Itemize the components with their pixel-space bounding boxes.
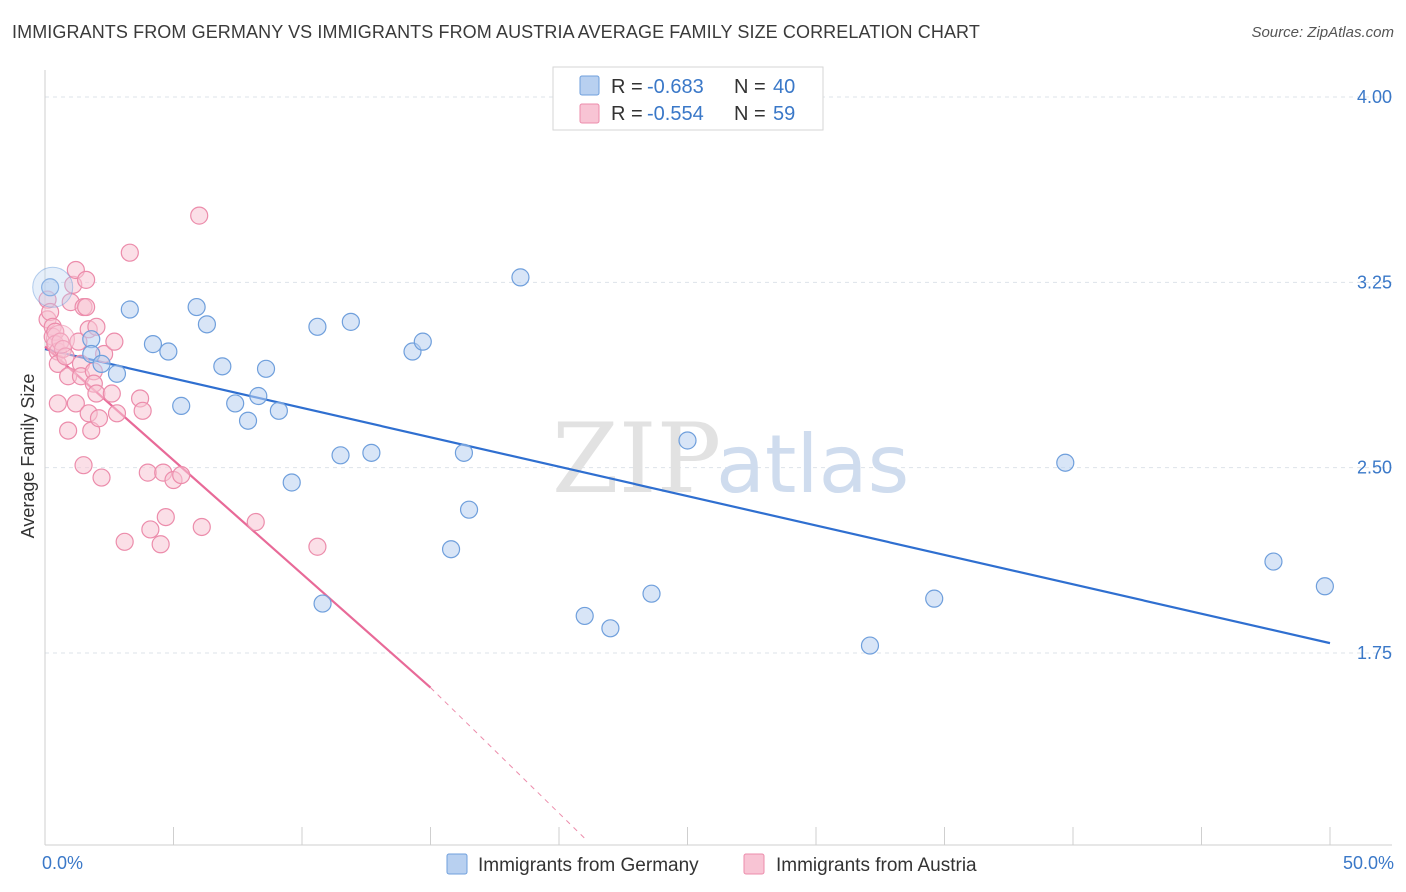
germany-point [441,540,461,559]
y-tick-label: 1.75 [1357,643,1392,663]
austria-point [66,394,85,413]
austria-point [105,332,124,351]
germany-point [226,394,245,413]
austria-point [172,465,191,485]
austria-point [77,270,96,289]
germany-point [213,357,232,376]
series-legend-swatch-austria [743,853,765,875]
austria-point [92,468,111,487]
germany-point [313,594,332,613]
germany-point [92,354,111,373]
series-legend-label-austria: Immigrants from Austria [776,855,977,876]
legend-swatch-austria [579,103,600,124]
austria-point [308,537,327,556]
austria-point [190,206,209,225]
germany-point [269,401,288,420]
austria-point [151,535,170,554]
austria-point [89,409,109,428]
austria-point [56,347,75,366]
legend-n-label-germany: N = [734,76,766,98]
austria-point [74,456,93,475]
germany-point [282,473,301,492]
grid-lines: 1.75 2.50 3.25 4.00 [45,87,1392,663]
germany-point [107,364,127,383]
legend-n-value-germany: 40 [773,76,795,98]
germany-point [459,500,479,519]
austria-point [87,384,106,403]
legend-r-value-austria: -0.554 [647,103,704,125]
germany-point [511,268,530,287]
germany-point [143,335,163,354]
germany-trend-line [44,347,1331,645]
germany-point [642,584,661,603]
germany-point [238,411,258,430]
germany-point [601,619,620,638]
austria-point [107,404,127,423]
germany-point [1264,552,1283,571]
austria-trend-extension [430,687,586,839]
germany-point [172,396,191,415]
y-tick-label: 4.00 [1357,87,1392,107]
source-credit: Source: ZipAtlas.com [1251,24,1394,41]
series-legend-label-germany: Immigrants from Germany [478,855,699,876]
germany-point [41,278,60,297]
germany-point [308,317,327,336]
austria-point [115,532,134,551]
austria-point [59,421,78,440]
germany-point [362,443,381,462]
austria-point [48,394,67,413]
legend-swatch-germany [579,75,600,96]
germany-point [331,446,350,465]
austria-cluster-point [45,324,75,354]
germany-point [860,636,880,655]
legend-n-label-austria: N = [734,103,766,125]
austria-point [156,507,175,527]
legend-r-value-germany: -0.683 [647,76,704,98]
watermark: ZIP atlas [552,403,909,515]
austria-point [120,243,139,262]
x-tick-label-max: 50.0% [1343,853,1394,873]
legend-n-value-austria: 59 [773,103,795,125]
germany-point [159,342,178,361]
austria-point [192,517,211,537]
legend-r-label-austria: R = [611,103,643,125]
germany-point [1315,577,1334,596]
data-points [32,206,1334,655]
austria-point [77,297,96,317]
axes: 0.0% 50.0% [42,70,1394,873]
germany-point [256,359,276,378]
legend-r-label-germany: R = [611,76,643,98]
germany-point [413,332,432,351]
germany-point [1056,453,1075,472]
austria-trend-line [44,345,432,689]
germany-point [925,589,944,608]
y-axis-label: Average Family Size [18,374,38,539]
germany-point [249,386,268,406]
chart-title: IMMIGRANTS FROM GERMANY VS IMMIGRANTS FR… [12,22,980,42]
series-legend: Immigrants from Germany Immigrants from … [446,853,977,876]
germany-point [454,443,474,462]
germany-point [575,606,594,626]
x-tick-label-min: 0.0% [42,853,83,873]
y-tick-label: 2.50 [1357,458,1392,478]
germany-point [120,300,139,319]
y-tick-label: 3.25 [1357,272,1392,292]
germany-point [187,297,206,317]
austria-point [138,463,157,482]
austria-point [246,512,265,532]
austria-point [102,384,121,403]
correlation-legend: R = -0.683 N = 40 R = -0.554 N = 59 [552,66,824,131]
watermark-atlas: atlas [716,418,909,511]
germany-point [197,315,217,334]
austria-point [141,520,160,539]
germany-point [678,431,697,450]
germany-cluster-point [32,266,74,308]
austria-point [133,401,152,420]
germany-point [341,312,360,331]
series-legend-swatch-germany [446,853,468,875]
